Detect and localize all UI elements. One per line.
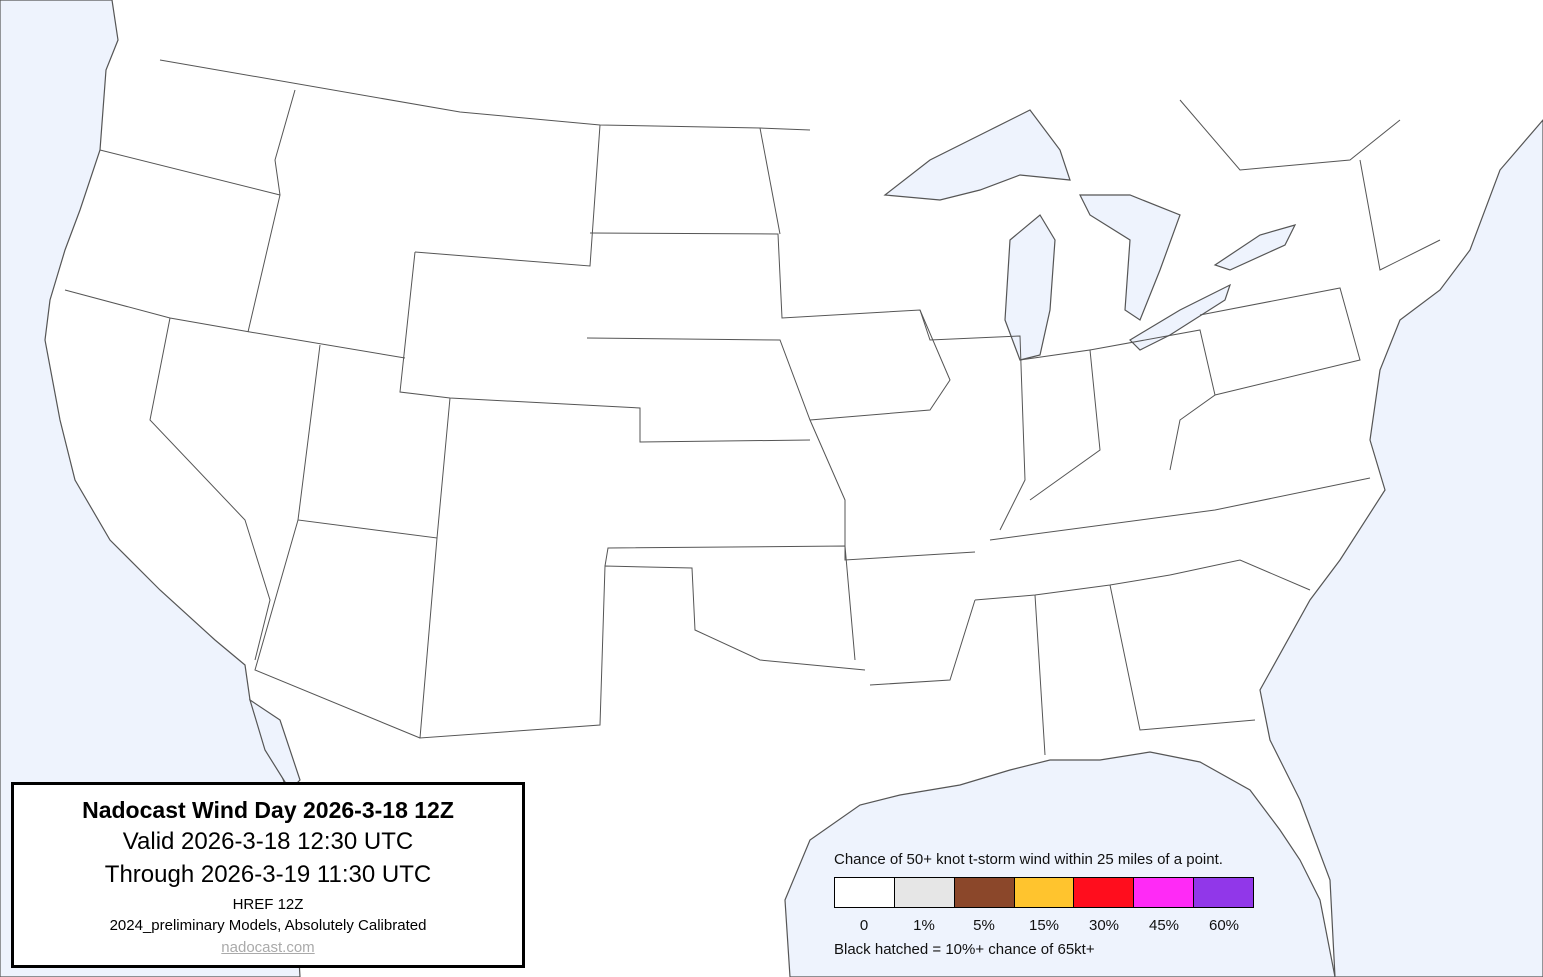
legend-label: 1% [913, 917, 935, 934]
nadocast-link[interactable]: nadocast.com [221, 939, 315, 956]
valid-time: Valid 2026-3-18 12:30 UTC [122, 828, 414, 855]
state-borders [64, 59, 1441, 756]
legend-label: 5% [973, 917, 995, 934]
atlantic-ocean [1259, 119, 1543, 977]
lake-michigan [1004, 214, 1056, 361]
lake-superior [883, 109, 1071, 201]
legend-swatch [1074, 878, 1135, 907]
legend-label: 45% [1148, 917, 1180, 934]
lake-erie [1129, 283, 1232, 351]
map-title: Nadocast Wind Day 2026-3-18 12Z [82, 797, 454, 823]
legend-label: 15% [1028, 917, 1060, 934]
legend-swatch [954, 878, 1015, 907]
legend: Chance of 50+ knot t-storm wind within 2… [834, 851, 1254, 958]
legend-note: Black hatched = 10%+ chance of 65kt+ [834, 941, 1095, 958]
legend-label: 30% [1088, 917, 1120, 934]
legend-swatch [835, 878, 895, 907]
legend-title: Chance of 50+ knot t-storm wind within 2… [834, 851, 1223, 868]
legend-swatch [1134, 878, 1195, 907]
title-box: Nadocast Wind Day 2026-3-18 12Z Valid 20… [11, 782, 525, 968]
legend-label: 60% [1208, 917, 1240, 934]
legend-label: 0 [859, 917, 869, 934]
legend-swatch [1014, 878, 1075, 907]
legend-swatch [894, 878, 955, 907]
gulf-of-mexico [784, 751, 1336, 977]
model-run: HREF 12Z [232, 896, 304, 913]
through-time: Through 2026-3-19 11:30 UTC [104, 861, 432, 888]
calibration-note: 2024_preliminary Models, Absolutely Cali… [109, 917, 427, 934]
lake-ontario [1213, 224, 1297, 271]
legend-colorbar [834, 877, 1254, 908]
lake-huron [1079, 194, 1181, 321]
legend-labels: 0 1% 5% 15% 30% 45% 60% [834, 917, 1254, 934]
legend-swatch [1194, 878, 1254, 907]
